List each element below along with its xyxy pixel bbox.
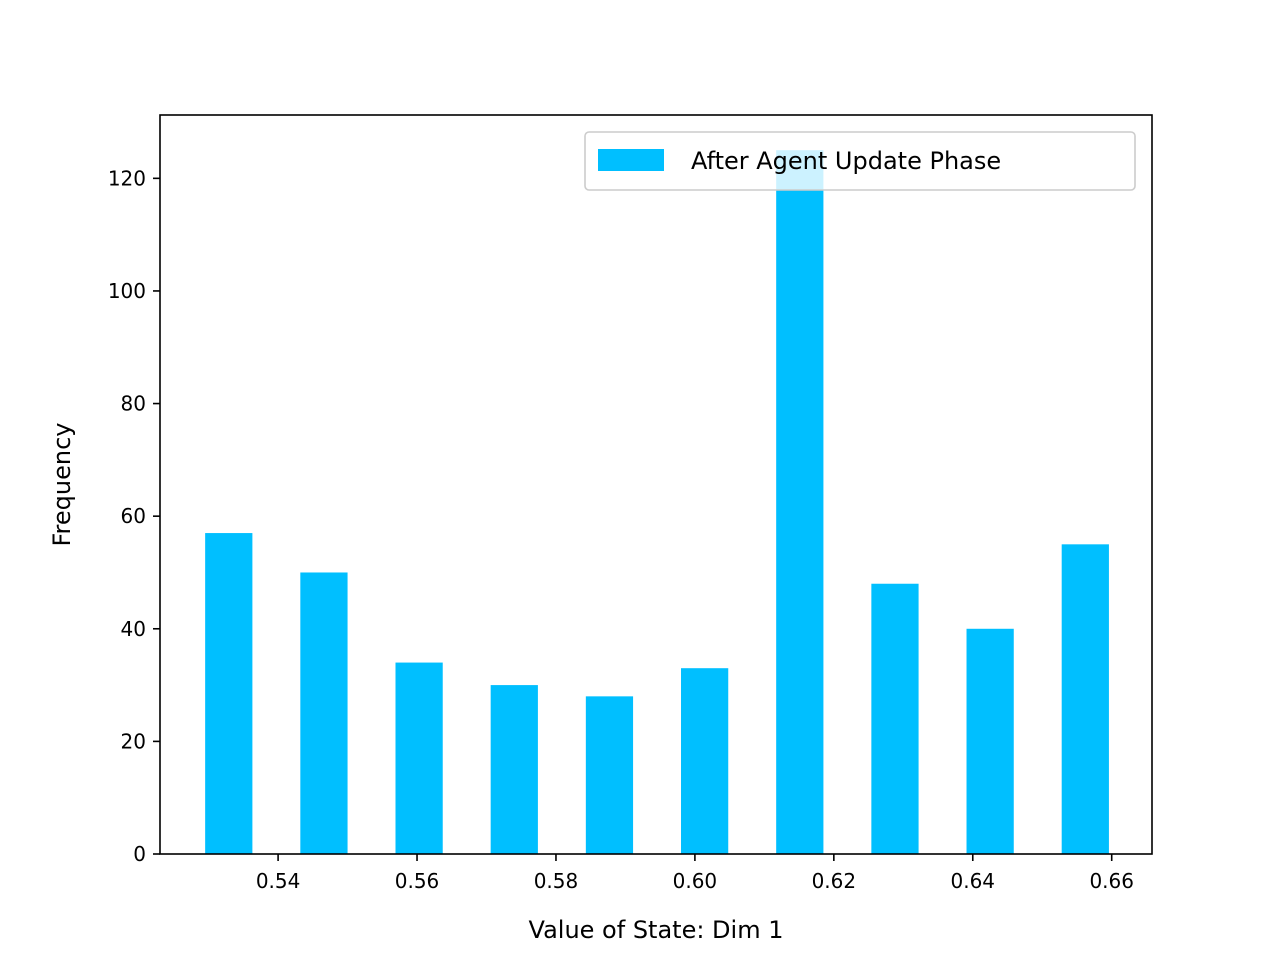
y-tick-label: 40 bbox=[121, 617, 146, 641]
x-tick-label: 0.62 bbox=[812, 869, 857, 893]
bar bbox=[966, 628, 1014, 854]
plot-area-frame bbox=[159, 114, 1153, 855]
bar bbox=[395, 662, 443, 854]
bar bbox=[681, 668, 729, 854]
legend-frame bbox=[584, 131, 1136, 191]
bar bbox=[205, 533, 253, 854]
y-tick-label: 60 bbox=[121, 504, 146, 528]
bar bbox=[300, 572, 348, 854]
x-tick-label: 0.58 bbox=[534, 869, 579, 893]
bar bbox=[871, 583, 919, 854]
y-tick-label: 20 bbox=[121, 729, 146, 753]
bars-group bbox=[205, 150, 1109, 854]
x-tick-label: 0.64 bbox=[951, 869, 996, 893]
legend-label: After Agent Update Phase bbox=[691, 147, 1001, 175]
bar bbox=[776, 150, 824, 854]
y-tick-label: 100 bbox=[108, 279, 146, 303]
bar bbox=[490, 685, 538, 854]
legend-swatch bbox=[598, 149, 664, 171]
x-tick-label: 0.60 bbox=[673, 869, 718, 893]
y-tick-label: 120 bbox=[108, 166, 146, 190]
x-tick-label: 0.54 bbox=[256, 869, 301, 893]
x-axis-ticks: 0.54 0.56 0.58 0.60 0.62 0.64 0.66 bbox=[256, 854, 1134, 893]
x-axis-title: Value of State: Dim 1 bbox=[529, 916, 784, 944]
x-tick-label: 0.56 bbox=[395, 869, 440, 893]
y-axis-ticks: 0 20 40 60 80 100 120 bbox=[108, 166, 160, 866]
y-axis-title: Frequency bbox=[48, 423, 76, 547]
y-tick-label: 0 bbox=[133, 842, 146, 866]
x-tick-label: 0.66 bbox=[1089, 869, 1134, 893]
legend: After Agent Update Phase bbox=[584, 131, 1136, 191]
bar bbox=[1061, 544, 1109, 854]
bar bbox=[585, 696, 634, 854]
y-tick-label: 80 bbox=[121, 392, 146, 416]
